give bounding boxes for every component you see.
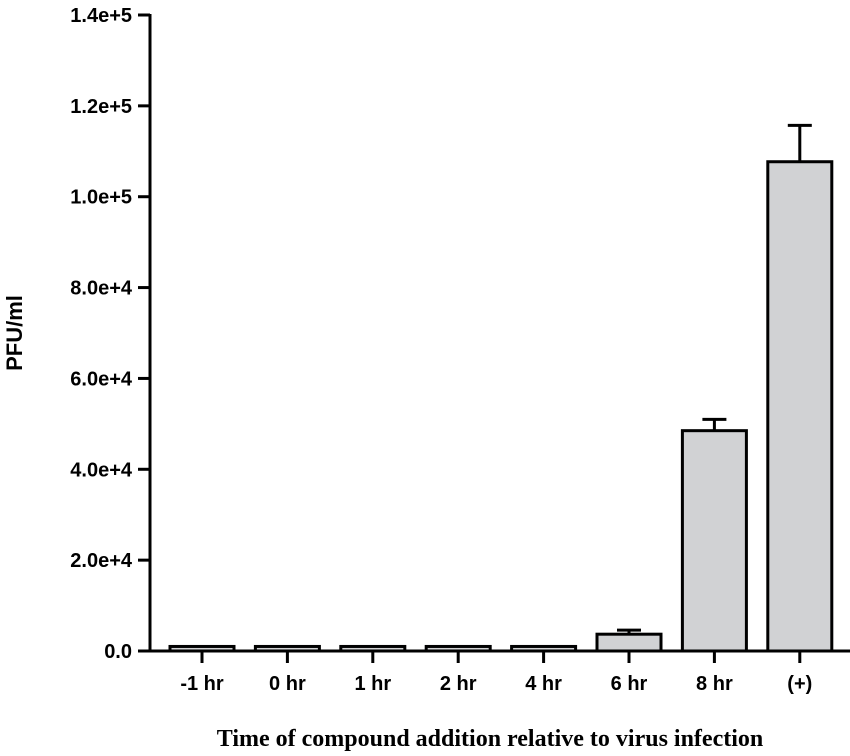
bar (680, 429, 748, 653)
y-tick-label: 1.4e+5 (70, 5, 132, 27)
x-tick-label: 0 hr (269, 673, 306, 695)
x-tick-label: 4 hr (525, 673, 562, 695)
y-tick-label: 0.0 (104, 641, 132, 663)
x-tick-label: -1 hr (180, 673, 224, 695)
bar (595, 632, 663, 653)
x-tick-label: 8 hr (696, 673, 733, 695)
y-tick-label: 2.0e+4 (70, 550, 133, 572)
x-axis-label: Time of compound addition relative to vi… (217, 726, 763, 752)
x-tick-label: (+) (787, 673, 812, 695)
bar (766, 160, 834, 653)
y-tick-label: 1.0e+5 (70, 187, 132, 209)
y-tick-label: 4.0e+4 (70, 459, 133, 481)
y-tick-label: 1.2e+5 (70, 96, 132, 118)
y-tick-label: 6.0e+4 (70, 368, 133, 390)
x-tick-label: 6 hr (611, 673, 648, 695)
x-tick-label: 1 hr (354, 673, 391, 695)
y-axis-label: PFU/ml (2, 295, 27, 371)
x-tick-label: 2 hr (440, 673, 477, 695)
y-tick-label: 8.0e+4 (70, 278, 133, 300)
